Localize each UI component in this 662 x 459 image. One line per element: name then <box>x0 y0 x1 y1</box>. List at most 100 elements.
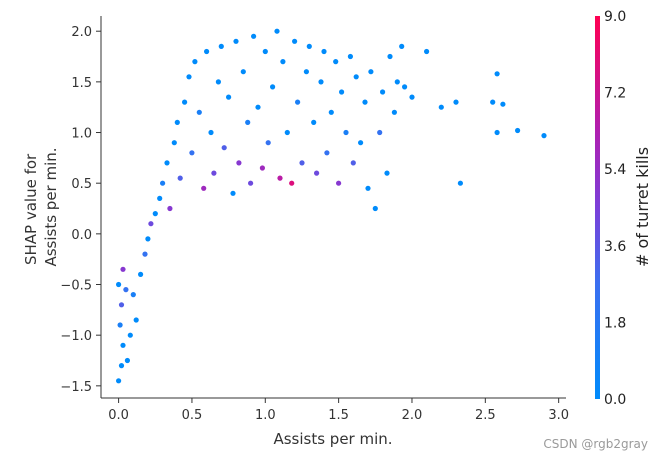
scatter-point-51 <box>280 59 286 65</box>
scatter-point-69 <box>347 53 353 60</box>
scatter-point-53 <box>289 180 295 186</box>
scatter-point-86 <box>424 48 430 55</box>
scatter-point-15 <box>148 221 154 227</box>
scatter-point-39 <box>236 160 242 166</box>
scatter-point-64 <box>328 109 334 115</box>
x-tick-label: 0.0 <box>108 408 129 423</box>
scatter-point-9 <box>127 332 133 338</box>
scatter-point-32 <box>211 170 217 176</box>
scatter-point-55 <box>295 99 301 105</box>
scatter-point-6 <box>120 266 126 272</box>
scatter-point-19 <box>164 160 170 166</box>
scatter-point-14 <box>145 236 151 242</box>
scatter-point-29 <box>201 185 207 191</box>
x-tick-label: 2.5 <box>475 408 496 423</box>
scatter-point-90 <box>490 99 496 105</box>
scatter-point-16 <box>152 211 158 217</box>
colorbar-tick-label: 1.8 <box>604 315 626 331</box>
scatter-point-5 <box>116 281 122 288</box>
scatter-point-48 <box>270 84 276 90</box>
scatter-point-25 <box>186 74 192 80</box>
scatter-point-49 <box>274 28 280 34</box>
scatter-point-52 <box>284 129 290 136</box>
scatter-point-87 <box>438 104 444 110</box>
y-axis-title-line-1: SHAP value for <box>22 153 40 265</box>
scatter-point-11 <box>133 317 139 323</box>
scatter-point-28 <box>196 109 202 115</box>
scatter-point-2 <box>120 342 126 348</box>
x-tick-label: 1.5 <box>328 408 349 423</box>
scatter-point-70 <box>350 160 356 166</box>
y-tick-label: 0.0 <box>71 228 92 243</box>
scatter-point-41 <box>245 119 251 125</box>
scatter-point-91 <box>494 71 500 77</box>
scatter-point-71 <box>353 74 359 80</box>
y-tick-label: −1.5 <box>60 380 92 395</box>
scatter-point-67 <box>339 89 345 95</box>
scatter-point-85 <box>409 94 415 100</box>
colorbar: 0.0 1.8 3.6 5.4 7.2 9.0 # of turret kills <box>595 9 652 408</box>
scatter-point-76 <box>372 205 378 212</box>
scatter-point-27 <box>192 59 198 65</box>
scatter-point-22 <box>174 119 180 125</box>
scatter-point-63 <box>324 150 330 156</box>
scatter-point-44 <box>255 104 261 110</box>
scatter-point-24 <box>182 99 188 105</box>
scatter-point-0 <box>116 378 122 384</box>
scatter-point-93 <box>500 101 506 107</box>
scatter-point-23 <box>177 175 183 181</box>
scatter-point-10 <box>130 292 136 298</box>
scatter-point-83 <box>399 43 405 50</box>
scatter-point-21 <box>171 140 177 146</box>
scatter-point-77 <box>377 129 383 136</box>
scatter-point-1 <box>118 363 125 369</box>
scatter-point-45 <box>259 165 265 171</box>
scatter-point-81 <box>391 109 397 115</box>
scatter-point-80 <box>387 53 393 60</box>
scatter-point-26 <box>189 150 195 156</box>
scatter-point-47 <box>265 140 271 146</box>
scatter-point-43 <box>251 33 257 39</box>
y-tick-label: 0.5 <box>71 177 92 192</box>
colorbar-tick-label: 3.6 <box>604 239 626 255</box>
scatter-point-37 <box>230 190 236 196</box>
colorbar-gradient <box>595 16 600 399</box>
scatter-point-82 <box>394 79 400 85</box>
scatter-point-8 <box>124 357 130 364</box>
scatter-point-57 <box>303 69 309 75</box>
scatter-point-75 <box>368 69 374 75</box>
y-axis-title: SHAP value for Assists per min. <box>22 147 60 266</box>
scatter-point-61 <box>318 79 324 85</box>
y-tick-label: 1.0 <box>71 127 92 142</box>
scatter-point-62 <box>321 48 327 55</box>
scatter-point-13 <box>142 251 148 257</box>
scatter-point-68 <box>343 129 349 136</box>
colorbar-tick-label: 9.0 <box>604 9 626 25</box>
scatter-point-40 <box>240 69 246 75</box>
scatter-point-79 <box>384 170 390 176</box>
scatter-point-59 <box>311 119 317 125</box>
scatter-point-20 <box>167 205 173 212</box>
scatter-point-31 <box>208 129 214 136</box>
x-tick-label: 1.0 <box>255 408 276 423</box>
scatter-point-30 <box>204 48 210 55</box>
scatter-point-34 <box>218 43 224 50</box>
scatter-point-84 <box>402 84 408 90</box>
scatter-point-7 <box>123 287 129 293</box>
scatter-point-78 <box>380 89 386 95</box>
scatter-point-3 <box>117 322 123 328</box>
scatter-point-65 <box>333 59 339 65</box>
scatter-points <box>116 28 547 384</box>
y-tick-label: −1.0 <box>60 329 92 344</box>
x-tick-label: 2.0 <box>402 408 423 423</box>
scatter-point-92 <box>494 129 500 136</box>
scatter-point-89 <box>457 180 463 186</box>
scatter-point-36 <box>226 94 232 100</box>
scatter-point-46 <box>262 48 268 55</box>
scatter-point-35 <box>221 145 227 151</box>
scatter-point-60 <box>314 170 320 176</box>
plot-area <box>116 28 547 384</box>
watermark: CSDN @rgb2gray <box>543 437 648 451</box>
scatter-point-95 <box>541 133 547 139</box>
